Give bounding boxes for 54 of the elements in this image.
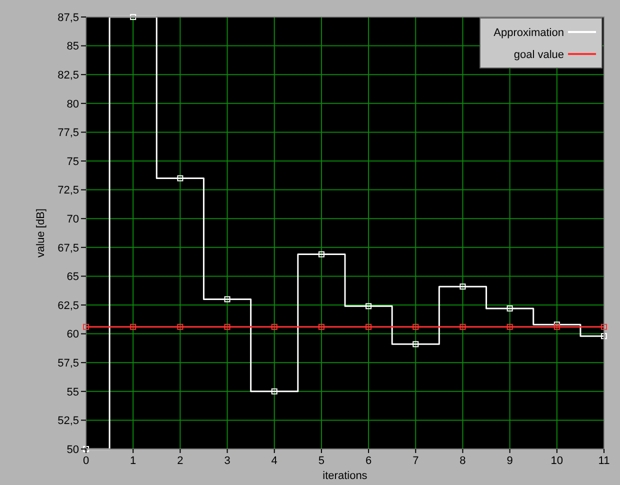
x-tick-label: 7: [412, 455, 419, 467]
y-tick-label: 62,5: [58, 300, 79, 312]
point: [506, 324, 513, 330]
point: [366, 324, 372, 330]
point: [224, 296, 230, 302]
x-tick-label: 2: [177, 455, 184, 467]
point: [318, 251, 324, 258]
y-tick-label: 65: [66, 271, 79, 284]
point: [460, 324, 466, 330]
point: [224, 324, 230, 330]
y-tick-label: 55: [66, 386, 79, 398]
y-tick-label: 67,5: [58, 242, 79, 254]
point: [318, 324, 324, 330]
x-axis-title: iterations: [322, 470, 368, 482]
y-axis-title: value [dB]: [35, 208, 47, 258]
x-tick-label: 6: [365, 455, 372, 467]
y-tick-label: 57,5: [58, 357, 79, 370]
x-tick-label: 5: [318, 455, 325, 467]
point: [130, 324, 136, 330]
point: [366, 303, 372, 310]
y-tick-label: 60: [66, 328, 79, 341]
point: [83, 446, 89, 452]
x-tick-label: 9: [506, 455, 513, 467]
point: [83, 324, 89, 330]
y-tick-label: 50: [66, 444, 79, 456]
x-tick-label: 4: [271, 455, 278, 467]
y-tick-label: 72,5: [58, 184, 79, 197]
x-tick-label: 0: [82, 455, 90, 467]
x-tick-label: 11: [598, 455, 610, 467]
point: [271, 324, 278, 330]
point: [177, 324, 184, 330]
x-tick-label: 1: [130, 455, 136, 467]
y-tick-label: 82,5: [58, 69, 79, 82]
point: [130, 14, 136, 20]
y-tick-label: 52,5: [58, 415, 79, 428]
y-tick-label: 87,5: [58, 12, 79, 24]
point: [412, 324, 419, 330]
x-tick-label: 3: [224, 455, 230, 467]
point: [177, 175, 184, 182]
y-tick-label: 80: [66, 98, 79, 110]
legend-label: Approximation: [494, 26, 564, 39]
y-tick-label: 77,5: [58, 127, 79, 140]
point: [460, 284, 466, 290]
y-tick-label: 75: [66, 156, 79, 168]
y-tick-label: 85: [66, 40, 79, 53]
point: [601, 333, 607, 340]
y-tick-label: 70: [66, 213, 79, 226]
point: [506, 305, 513, 312]
point: [601, 324, 607, 330]
legend-label: goal value: [514, 48, 564, 61]
point: [412, 341, 419, 348]
point: [271, 388, 278, 394]
x-tick-label: 10: [550, 455, 564, 467]
x-tick-label: 8: [460, 455, 466, 467]
